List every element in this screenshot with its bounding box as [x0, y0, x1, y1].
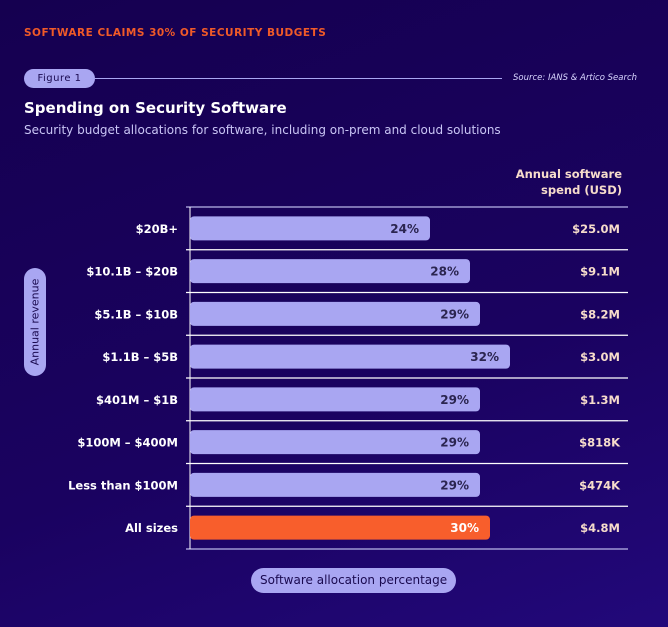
- source-note: Source: IANS & Artico Search: [513, 73, 638, 83]
- category-label: $1.1B – $5B: [102, 350, 178, 364]
- category-label: All sizes: [125, 521, 178, 535]
- bar: [190, 259, 470, 284]
- bar: [190, 216, 430, 241]
- bar: [190, 344, 510, 369]
- bar-value-label: 29%: [440, 393, 469, 407]
- chart-title: Spending on Security Software: [24, 99, 287, 117]
- spend-value: $818K: [579, 436, 621, 450]
- spend-value: $1.3M: [580, 393, 620, 407]
- figure-label: Figure 1: [24, 69, 95, 88]
- category-label: Less than $100M: [68, 478, 178, 492]
- bar-value-label: 30%: [450, 521, 479, 535]
- y-axis-label-pill: [24, 268, 46, 376]
- bar: [190, 430, 480, 455]
- spend-column-header: Annual software spend (USD): [515, 167, 622, 197]
- spend-value: $25.0M: [572, 222, 620, 236]
- bar: [190, 301, 480, 326]
- bar-value-label: 29%: [440, 307, 469, 321]
- bar-value-label: 28%: [430, 265, 459, 279]
- bar: [190, 472, 480, 497]
- figure-divider: [95, 78, 502, 79]
- bar-value-label: 29%: [440, 478, 469, 492]
- spend-value: $8.2M: [580, 307, 620, 321]
- category-label: $401M – $1B: [96, 393, 178, 407]
- spend-value: $4.8M: [580, 521, 620, 535]
- bar: [190, 515, 490, 540]
- category-label: $10.1B – $20B: [86, 265, 178, 279]
- bar-value-label: 29%: [440, 436, 469, 450]
- x-axis-label: Software allocation percentage: [251, 568, 457, 593]
- chart-subtitle: Security budget allocations for software…: [24, 123, 501, 137]
- bar-value-label: 24%: [390, 222, 419, 236]
- bar-value-label: 32%: [470, 350, 499, 364]
- kicker-heading: SOFTWARE CLAIMS 30% OF SECURITY BUDGETS: [24, 27, 327, 39]
- bar: [190, 387, 480, 412]
- category-label: $5.1B – $10B: [94, 307, 178, 321]
- category-label: $20B+: [136, 222, 178, 236]
- spend-value: $9.1M: [580, 265, 620, 279]
- spend-value: $474K: [579, 478, 621, 492]
- spend-value: $3.0M: [580, 350, 620, 364]
- category-label: $100M – $400M: [77, 436, 178, 450]
